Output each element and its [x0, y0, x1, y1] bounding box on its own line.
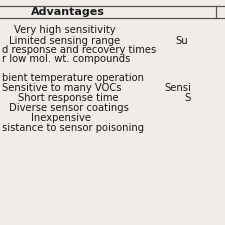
Text: Limited sensing range: Limited sensing range	[9, 36, 120, 45]
Text: Inexpensive: Inexpensive	[32, 113, 92, 123]
Text: Su: Su	[176, 36, 188, 45]
Text: r low mol. wt. compounds: r low mol. wt. compounds	[2, 54, 131, 64]
Text: Diverse sensor coatings: Diverse sensor coatings	[9, 103, 129, 113]
Text: Sensi: Sensi	[164, 83, 191, 93]
Text: sistance to sensor poisoning: sistance to sensor poisoning	[2, 123, 144, 133]
Text: d response and recovery times: d response and recovery times	[2, 45, 157, 55]
Text: Sensitive to many VOCs: Sensitive to many VOCs	[2, 83, 122, 93]
Text: bient temperature operation: bient temperature operation	[2, 73, 144, 83]
Text: Short response time: Short response time	[18, 93, 119, 103]
Text: Very high sensitivity: Very high sensitivity	[14, 25, 115, 35]
Text: S: S	[184, 93, 191, 103]
Text: Advantages: Advantages	[31, 7, 104, 17]
